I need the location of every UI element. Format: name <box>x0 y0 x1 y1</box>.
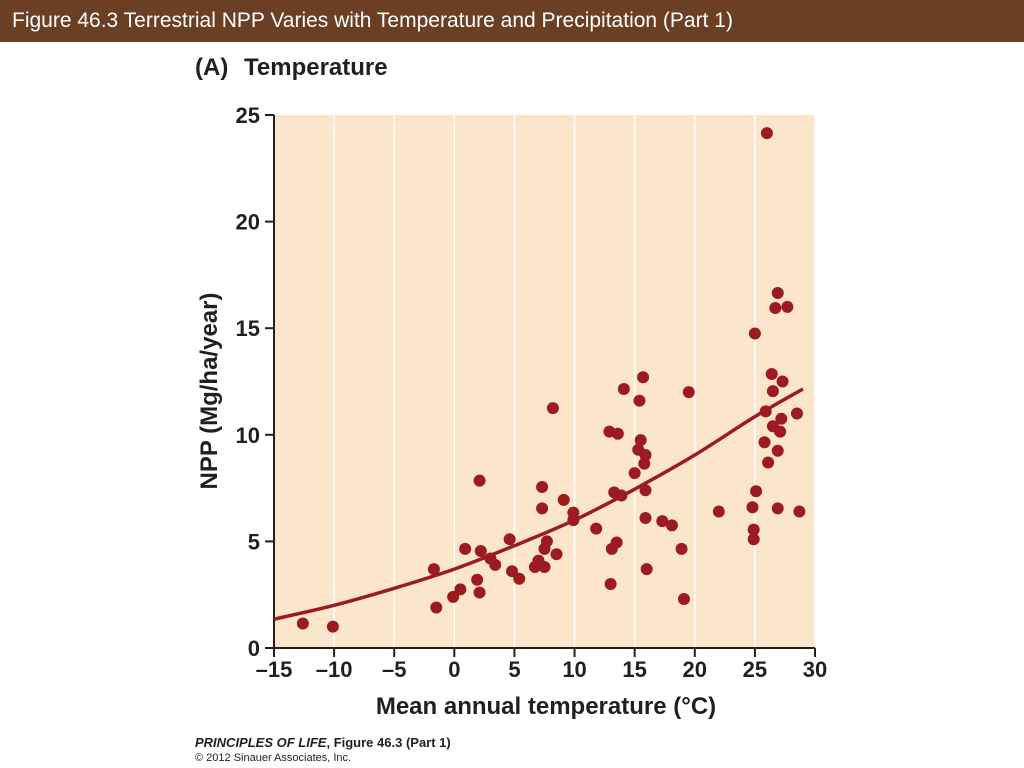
x-tick-label: 15 <box>622 657 646 682</box>
data-point <box>774 425 787 438</box>
source-citation: PRINCIPLES OF LIFE, Figure 46.3 (Part 1) <box>195 735 451 751</box>
data-point <box>771 502 784 515</box>
data-point <box>762 456 775 469</box>
data-point <box>550 548 563 561</box>
x-tick-label: 10 <box>562 657 586 682</box>
y-tick-label: 10 <box>236 423 260 448</box>
data-point <box>430 601 443 614</box>
x-tick-label: –5 <box>382 657 406 682</box>
y-tick-label: 25 <box>236 103 260 128</box>
data-point <box>471 573 484 586</box>
data-point <box>604 578 617 591</box>
y-tick-label: 0 <box>248 636 260 661</box>
data-point <box>766 385 779 398</box>
data-point <box>750 485 763 498</box>
book-title: PRINCIPLES OF LIFE <box>195 735 327 750</box>
data-point <box>677 592 690 605</box>
data-point <box>640 563 653 576</box>
x-tick-label: 30 <box>803 657 827 682</box>
data-point <box>712 505 725 518</box>
data-point <box>758 436 771 449</box>
data-point <box>748 327 761 340</box>
data-point <box>474 544 487 557</box>
copyright-notice: © 2012 Sinauer Associates, Inc. <box>195 752 352 764</box>
data-point <box>675 542 688 555</box>
x-axis-label: Mean annual temperature (°C) <box>376 693 716 720</box>
data-point <box>536 502 549 515</box>
data-point <box>759 405 772 418</box>
x-axis-ticks: –15 –10 –5 0 5 10 15 20 25 30 <box>256 648 827 682</box>
data-point <box>610 536 623 549</box>
data-point <box>793 505 806 518</box>
data-point <box>775 412 788 425</box>
y-axis-ticks: 0 5 10 15 20 25 <box>236 103 274 661</box>
data-point <box>682 386 695 399</box>
data-point <box>633 394 646 407</box>
data-point <box>790 407 803 420</box>
data-point <box>746 501 759 514</box>
data-point <box>639 511 652 524</box>
y-tick-label: 20 <box>236 210 260 235</box>
chart-title: Temperature <box>244 54 388 81</box>
y-axis-label: NPP (Mg/ha/year) <box>196 293 223 490</box>
fit-curve <box>273 387 804 621</box>
data-point <box>769 301 782 314</box>
x-tick-label: 25 <box>743 657 767 682</box>
data-point <box>296 617 309 630</box>
data-point <box>546 402 559 415</box>
figure-title-bar: Figure 46.3 Terrestrial NPP Varies with … <box>0 0 1024 42</box>
x-tick-label: 20 <box>683 657 707 682</box>
data-point <box>506 565 519 578</box>
data-point <box>665 519 678 532</box>
figure-reference: , Figure 46.3 (Part 1) <box>326 735 451 750</box>
data-point <box>459 542 472 555</box>
data-point <box>637 371 650 384</box>
data-point <box>781 300 794 313</box>
data-point <box>540 535 553 548</box>
data-point <box>590 522 603 535</box>
data-point <box>771 287 784 300</box>
panel-label: (A) <box>195 54 228 81</box>
data-point <box>747 533 760 546</box>
plot-area <box>274 115 815 648</box>
x-tick-label: 0 <box>448 657 460 682</box>
data-point <box>615 489 628 502</box>
credit-block: PRINCIPLES OF LIFE, Figure 46.3 (Part 1)… <box>195 735 451 766</box>
data-point <box>771 444 784 457</box>
data-point <box>503 533 516 546</box>
y-tick-label: 5 <box>248 529 260 554</box>
data-point <box>776 375 789 388</box>
data-point <box>628 467 641 480</box>
axes <box>273 115 815 649</box>
x-tick-label: –10 <box>316 657 353 682</box>
data-point <box>611 427 624 440</box>
data-point <box>557 493 570 506</box>
data-point <box>473 586 486 599</box>
data-point <box>634 434 647 447</box>
data-point <box>536 481 549 494</box>
x-tick-label: –15 <box>256 657 293 682</box>
data-point <box>639 449 652 462</box>
data-point <box>489 558 502 571</box>
data-point <box>617 382 630 395</box>
data-point <box>747 523 760 536</box>
data-point <box>513 572 526 585</box>
data-point <box>454 583 467 596</box>
data-point <box>538 560 551 573</box>
grid-lines <box>333 115 816 648</box>
data-point <box>427 563 440 576</box>
data-point <box>656 515 669 528</box>
data-point <box>639 484 652 497</box>
data-point <box>473 474 486 487</box>
data-point <box>326 620 339 633</box>
x-tick-label: 5 <box>508 657 520 682</box>
data-point <box>567 514 580 527</box>
data-point <box>760 127 773 140</box>
data-point <box>447 590 460 603</box>
data-point <box>765 368 778 381</box>
data-points <box>296 127 806 633</box>
y-tick-label: 15 <box>236 316 260 341</box>
